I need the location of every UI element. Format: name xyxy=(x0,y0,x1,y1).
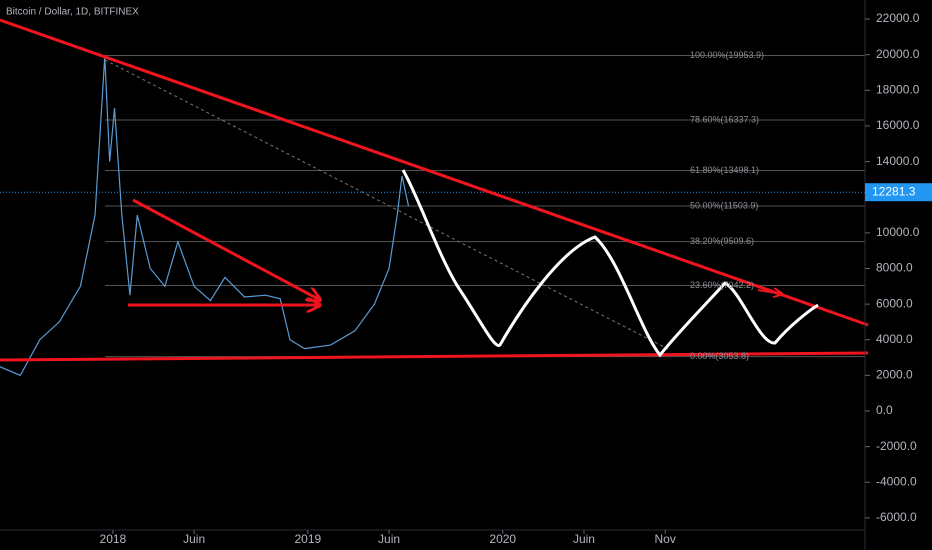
chart-title: Bitcoin / Dollar, 1D, BITFINEX xyxy=(6,7,139,18)
x-tick-label: Juin xyxy=(183,532,205,546)
fib-label: 78.60%(16337.3) xyxy=(690,114,759,124)
x-tick-label: Juin xyxy=(573,532,595,546)
fib-label: 50.00%(11503.9) xyxy=(690,200,758,210)
y-tick-label: 2000.0 xyxy=(876,368,913,382)
x-tick-label: 2019 xyxy=(294,532,321,546)
y-tick-label: -4000.0 xyxy=(876,474,917,488)
last-price-label: 12281.3 xyxy=(872,184,916,198)
y-tick-label: 18000.0 xyxy=(876,82,920,96)
y-tick-label: 8000.0 xyxy=(876,261,913,275)
resistance-line xyxy=(0,18,869,327)
y-tick-label: 14000.0 xyxy=(876,154,920,168)
y-tick-label: 6000.0 xyxy=(876,296,913,310)
fib-label: 61.80%(13498.1) xyxy=(690,165,759,175)
x-tick-label: Juin xyxy=(378,532,400,546)
x-tick-label: Nov xyxy=(655,532,676,546)
fib-label: 0.00%(3053.8) xyxy=(690,351,749,361)
support-line xyxy=(0,351,869,362)
y-tick-label: 10000.0 xyxy=(876,225,920,239)
x-tick-label: 2018 xyxy=(100,532,127,546)
drawn-arrow xyxy=(757,290,782,294)
y-tick-label: 4000.0 xyxy=(876,332,913,346)
y-tick-label: 0.0 xyxy=(876,403,893,417)
price-line xyxy=(0,56,410,377)
fib-label: 100.00%(19953.9) xyxy=(690,50,764,60)
x-tick-label: 2020 xyxy=(489,532,516,546)
y-tick-label: 22000.0 xyxy=(876,11,920,25)
y-tick-label: 16000.0 xyxy=(876,118,920,132)
last-price-box xyxy=(865,183,932,202)
y-tick-label: -6000.0 xyxy=(876,510,917,524)
projection-path xyxy=(401,169,819,358)
fib-trend-line xyxy=(104,59,671,351)
plot-area xyxy=(0,55,865,377)
drawn-arrow xyxy=(132,198,320,300)
y-tick-label: -2000.0 xyxy=(876,439,917,453)
fib-label: 23.60%(7042.2) xyxy=(690,280,754,290)
fib-label: 38.20%(9509.6) xyxy=(690,236,754,246)
y-tick-label: 20000.0 xyxy=(876,47,920,61)
